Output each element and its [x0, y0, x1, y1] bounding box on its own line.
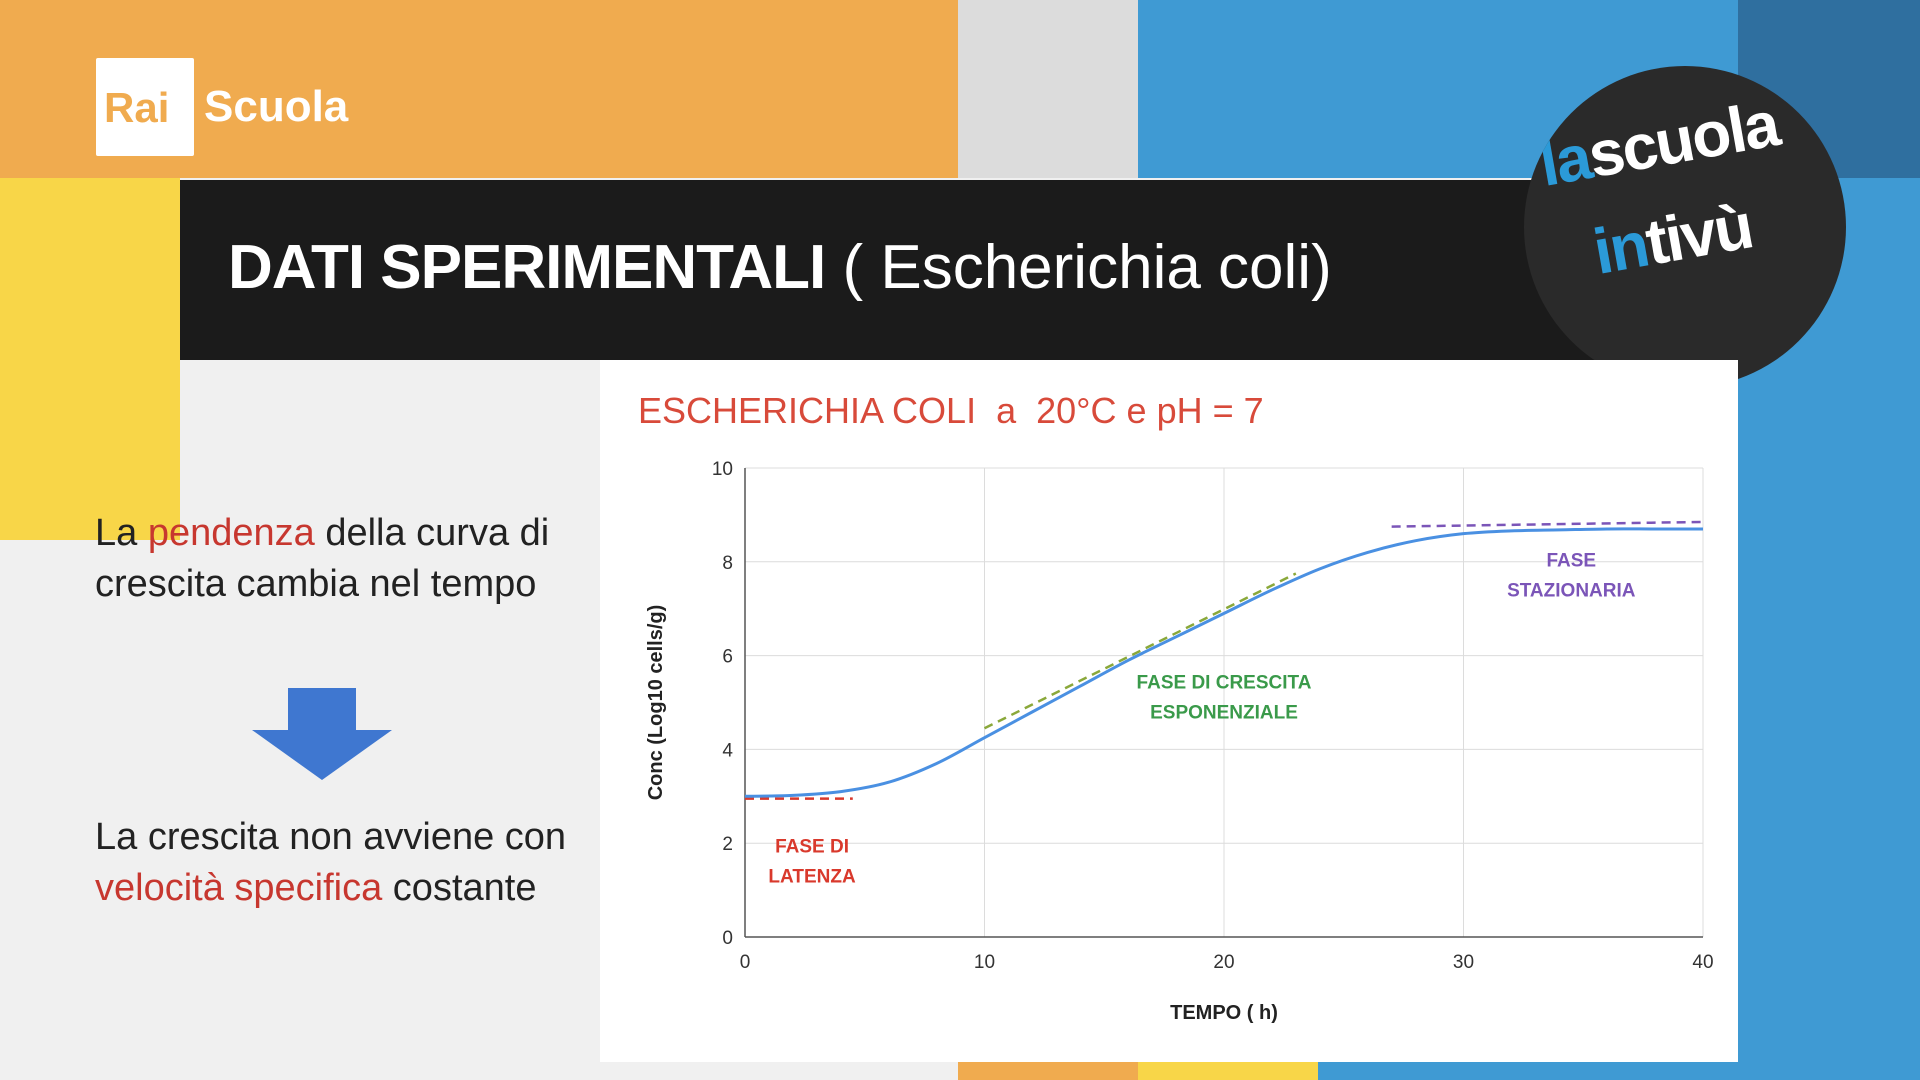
p2-highlight: velocità specifica	[95, 867, 383, 909]
phase-annotation: STAZIONARIA	[1507, 580, 1636, 601]
background-bottom-blue	[1318, 1062, 1738, 1080]
phase-annotation: ESPONENZIALE	[1150, 702, 1298, 723]
p2-post: costante	[382, 867, 537, 909]
y-axis-label: Conc (Log10 cells/g)	[645, 605, 667, 801]
rai-logo: Rai	[96, 58, 194, 156]
title-normal: ( Escherichia coli)	[825, 233, 1332, 302]
rai-logo-text: Rai	[104, 84, 170, 131]
growth-curve-line	[744, 527, 1703, 798]
x-axis-label: TEMPO ( h)	[1170, 1002, 1278, 1024]
p1-highlight: pendenza	[147, 512, 315, 554]
x-tick-label: 10	[974, 952, 995, 973]
paragraph-slope: La pendenza della curva di crescita camb…	[95, 508, 595, 610]
arrow-down-icon	[252, 688, 392, 780]
reference-dashed-line	[983, 572, 1297, 730]
y-tick-label: 4	[722, 740, 733, 761]
y-tick-label: 2	[722, 834, 733, 855]
paragraph-velocity: La crescita non avviene con velocità spe…	[95, 812, 595, 914]
background-bottom-yellow	[1138, 1062, 1318, 1080]
page-title: DATI SPERIMENTALI ( Escherichia coli)	[228, 232, 1332, 303]
background-grey-block	[958, 0, 1138, 178]
x-tick-label: 20	[1213, 952, 1234, 973]
badge-line-2: intivù	[1588, 188, 1757, 288]
x-tick-label: 0	[740, 952, 751, 973]
reference-dashed-line	[1391, 520, 1704, 528]
p2-pre: La crescita non avviene con	[95, 816, 567, 858]
growth-chart: 0 2 4 6 8 10 0 10 20 30 40 TEMPO ( h) Conc (Log10 ce…	[645, 459, 1714, 1024]
badge-tivu: tivù	[1640, 189, 1757, 279]
phase-annotation: LATENZA	[768, 867, 856, 888]
title-bold: DATI SPERIMENTALI	[228, 233, 826, 302]
x-tick-label: 30	[1453, 952, 1474, 973]
background-yellow-block	[0, 178, 180, 540]
y-tick-label: 8	[722, 553, 733, 574]
chart-panel: 0 2 4 6 8 10 0 10 20 30 40 TEMPO ( h) Conc (Log10 ce…	[600, 360, 1738, 1062]
background-bottom-orange	[958, 1062, 1138, 1080]
y-tick-label: 6	[722, 647, 733, 668]
y-tick-label: 10	[712, 459, 733, 480]
x-tick-label: 40	[1692, 952, 1713, 973]
y-tick-label: 0	[722, 928, 733, 949]
phase-annotation: FASE	[1546, 550, 1596, 571]
left-text-panel: La pendenza della curva di crescita camb…	[0, 360, 600, 1062]
badge-scuola: scuola	[1582, 87, 1784, 192]
phase-annotation: FASE DI	[775, 837, 849, 858]
lascuolaintivu-badge: lascuola intivù	[1524, 66, 1846, 388]
p1-post: della curva di crescita cambia nel tempo	[95, 512, 550, 605]
phase-annotation: FASE DI CRESCITA	[1137, 672, 1312, 693]
p1-pre: La	[95, 512, 148, 554]
chart-title: ESCHERICHIA COLI a 20°C e pH = 7	[638, 390, 1264, 431]
scuola-logo-text: Scuola	[204, 82, 349, 131]
title-band: DATI SPERIMENTALI ( Escherichia coli)	[180, 180, 1738, 360]
